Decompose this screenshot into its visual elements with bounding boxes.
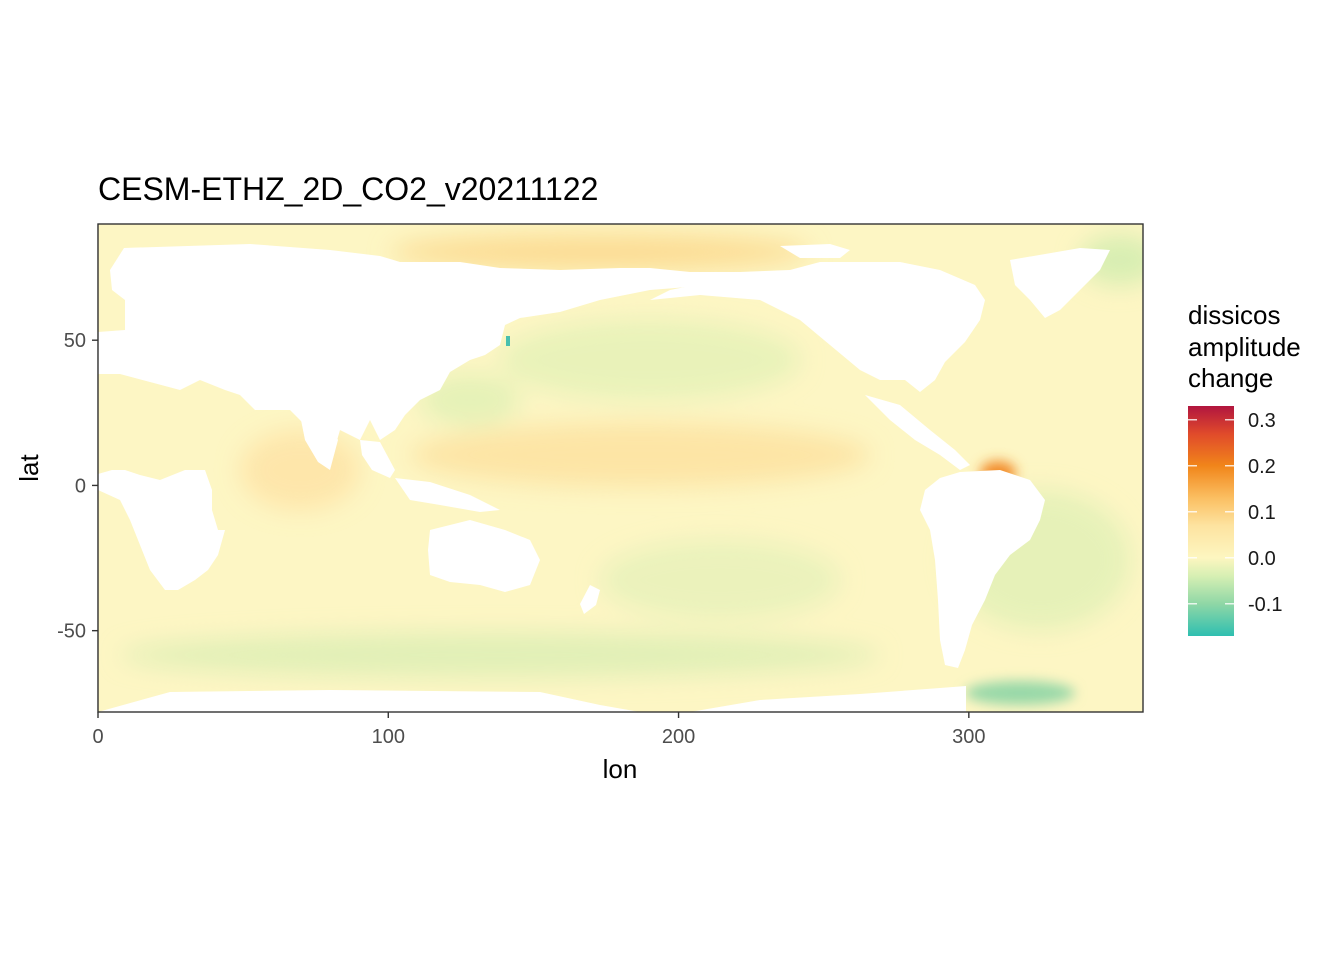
legend-title-line-2: amplitude xyxy=(1188,332,1301,362)
x-tick-label: 300 xyxy=(952,726,985,748)
x-tick-label: 200 xyxy=(662,726,695,748)
legend-title-line-3: change xyxy=(1188,363,1273,393)
north-pacific-green xyxy=(500,320,800,400)
land-central-america xyxy=(865,395,970,470)
legend-tick-label: 0.2 xyxy=(1248,456,1276,478)
arctic-warm-band xyxy=(390,234,810,270)
land-eurasia xyxy=(98,244,800,465)
legend-title-line-1: dissicos xyxy=(1188,300,1280,330)
land-australia xyxy=(428,520,540,592)
land-indonesia xyxy=(395,478,500,512)
plot-panel xyxy=(97,223,1144,713)
legend-colorbar xyxy=(1188,406,1234,636)
chart-title: CESM-ETHZ_2D_CO2_v20211122 xyxy=(98,171,598,207)
x-tick-label: 100 xyxy=(372,726,405,748)
legend-ticks: 0.3 0.2 0.1 0.0 -0.1 xyxy=(1188,410,1282,616)
land-africa xyxy=(98,470,225,590)
land-antarctica xyxy=(98,690,640,712)
x-tick-label: 0 xyxy=(92,726,103,748)
y-tick-label: 0 xyxy=(75,475,86,497)
land-india xyxy=(300,415,338,470)
y-axis-title: lat xyxy=(14,453,44,481)
legend-tick-label: 0.1 xyxy=(1248,502,1276,524)
kuroshio-green xyxy=(420,375,520,425)
land-mask xyxy=(98,244,1110,712)
legend-tick-label: 0.3 xyxy=(1248,410,1276,432)
land-greenland xyxy=(1010,248,1110,318)
arabian-sea-warm xyxy=(240,430,360,510)
ocean-field xyxy=(98,224,1143,712)
south-pacific-green xyxy=(600,540,840,620)
land-antarctica-east xyxy=(690,686,966,712)
equatorial-pacific-warm xyxy=(410,423,870,487)
land-arctic-islands xyxy=(780,244,850,258)
kamchatka-teal xyxy=(506,336,510,346)
x-axis: 0 100 200 300 xyxy=(92,712,986,748)
y-axis: -50 0 50 xyxy=(57,330,98,643)
legend: dissicos amplitude change 0.3 0.2 0.1 0.0 -0… xyxy=(1188,300,1301,636)
legend-tick-label: 0.0 xyxy=(1248,548,1276,570)
y-tick-label: -50 xyxy=(57,621,86,643)
x-axis-title: lon xyxy=(603,754,638,784)
land-se-asia xyxy=(360,440,395,478)
land-new-zealand xyxy=(580,585,600,614)
southern-ocean-green xyxy=(120,633,880,677)
weddell-sea-teal xyxy=(965,681,1075,705)
panel-border xyxy=(97,223,1144,713)
land-north-america xyxy=(650,262,985,392)
legend-tick-label: -0.1 xyxy=(1248,594,1282,616)
land-south-america xyxy=(920,470,1045,668)
y-tick-label: 50 xyxy=(64,330,86,352)
